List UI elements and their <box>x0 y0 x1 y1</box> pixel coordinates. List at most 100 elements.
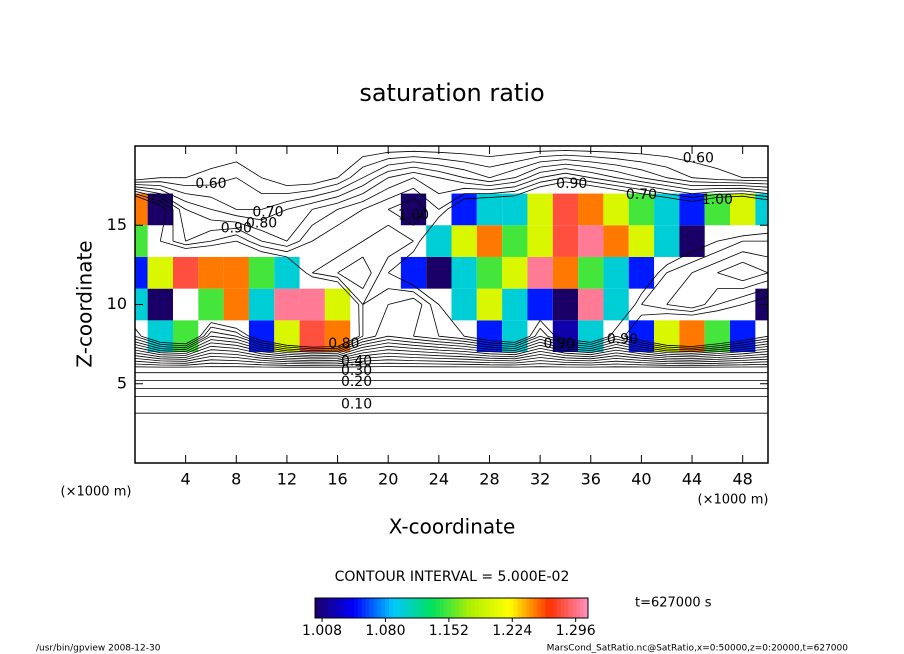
y-tick-label: 10 <box>107 294 127 313</box>
colorbar-tick-label: 1.152 <box>429 623 469 639</box>
shaded-cell <box>300 146 325 162</box>
shaded-cell <box>679 193 705 226</box>
shaded-cell <box>350 146 375 162</box>
contour-line <box>135 359 768 365</box>
colorbar-segment <box>463 598 468 618</box>
colorbar-segment <box>506 598 511 618</box>
contour-label: 0.10 <box>341 396 372 412</box>
colorbar-segment <box>322 598 327 618</box>
colorbar-segment <box>424 598 429 618</box>
colorbar-tick-label: 1.008 <box>302 623 342 639</box>
shaded-cell <box>553 447 578 463</box>
shaded-cell <box>198 256 224 289</box>
colorbar-segment <box>400 598 405 618</box>
shaded-cell <box>755 447 768 463</box>
shaded-cell <box>705 447 730 463</box>
colorbar-segment <box>330 598 335 618</box>
x-tick-label: 32 <box>530 470 550 489</box>
shaded-cell <box>325 225 350 257</box>
colorbar-segment <box>490 598 495 618</box>
shaded-cell <box>628 193 655 226</box>
shaded-cell <box>755 193 768 226</box>
footer-left: /usr/bin/gpview 2008-12-30 <box>36 644 161 654</box>
x-tick-label: 20 <box>378 470 398 489</box>
colorbar-segment <box>357 598 363 618</box>
colorbar-segment <box>564 598 569 618</box>
shaded-cell <box>578 288 604 321</box>
x-tick-label: 48 <box>733 470 753 489</box>
colorbar-segment <box>552 598 558 618</box>
plot-area: 0.100.200.300.400.800.600.700.900.80 1.00… <box>135 146 768 463</box>
shaded-cell <box>147 256 173 289</box>
colorbar-segment <box>556 598 561 618</box>
shaded-cell <box>249 415 274 447</box>
shaded-cell <box>730 415 755 447</box>
shaded-cell <box>603 415 628 447</box>
colorbar-frame <box>314 597 589 619</box>
shaded-cell <box>628 256 655 289</box>
shaded-cell <box>451 288 477 321</box>
colorbar-segment <box>377 598 382 618</box>
colorbar-segment <box>498 598 503 618</box>
contour-label: 0.80 <box>328 336 359 352</box>
shaded-cell <box>135 146 148 162</box>
shaded-cell <box>135 193 148 226</box>
colorbar-segment <box>576 598 581 618</box>
shaded-cell <box>325 257 350 289</box>
colorbar-segment <box>404 598 409 618</box>
colorbar-segment <box>361 598 366 618</box>
x-tick-label: 24 <box>429 470 449 489</box>
shaded-cell <box>248 288 275 321</box>
shaded-cell <box>401 447 426 463</box>
shaded-cell <box>135 162 148 194</box>
x-unit: (×1000 m) <box>698 493 769 508</box>
contour-label: 1.00 <box>398 208 429 224</box>
x-tick-label: 4 <box>181 470 191 489</box>
contour-line <box>135 163 768 355</box>
shaded-cell <box>654 415 679 447</box>
shaded-cell <box>477 352 502 384</box>
shaded-cell <box>135 225 148 257</box>
shaded-cell <box>730 193 756 226</box>
chart-title: saturation ratio <box>359 79 544 107</box>
shaded-cell <box>452 415 477 447</box>
colorbar-segment <box>373 598 378 618</box>
shaded-cell <box>300 162 325 194</box>
colorbar-segment <box>326 598 331 618</box>
shaded-cell <box>274 288 300 321</box>
colorbar-segment <box>502 598 507 618</box>
shaded-cell <box>502 447 527 463</box>
shaded-cell <box>603 256 629 289</box>
contour-label: 0.60 <box>195 176 226 192</box>
contour-line <box>135 352 768 361</box>
contour-line <box>135 150 768 360</box>
colorbar-segment <box>439 598 444 618</box>
shaded-cell <box>476 256 503 289</box>
shaded-cell <box>401 289 426 321</box>
colorbar-segment <box>510 598 515 618</box>
contour-line <box>135 154 768 358</box>
x-tick-label: 12 <box>277 470 297 489</box>
shaded-cell <box>730 320 756 353</box>
shaded-cell <box>705 257 730 289</box>
shaded-cell <box>135 447 148 463</box>
shaded-cell <box>578 320 604 353</box>
colorbar-segment <box>455 598 460 618</box>
contour-label: 0.40 <box>341 354 372 370</box>
shaded-cell <box>300 447 325 463</box>
colorbar-segment <box>572 598 577 618</box>
colorbar-tick-label: 1.296 <box>556 623 596 639</box>
colorbar-segment <box>525 598 530 618</box>
shaded-cell <box>552 256 579 289</box>
contour-line <box>135 181 768 348</box>
contour-interval: CONTOUR INTERVAL = 5.000E-02 <box>335 569 570 585</box>
colorbar-segment <box>435 598 441 618</box>
x-tick-label: 44 <box>682 470 702 489</box>
shaded-cell <box>502 320 528 353</box>
shaded-cell <box>527 225 553 257</box>
shaded-cell <box>755 415 768 447</box>
shaded-cell <box>274 415 299 447</box>
shaded-cell <box>350 415 375 447</box>
shaded-cell <box>603 447 628 463</box>
